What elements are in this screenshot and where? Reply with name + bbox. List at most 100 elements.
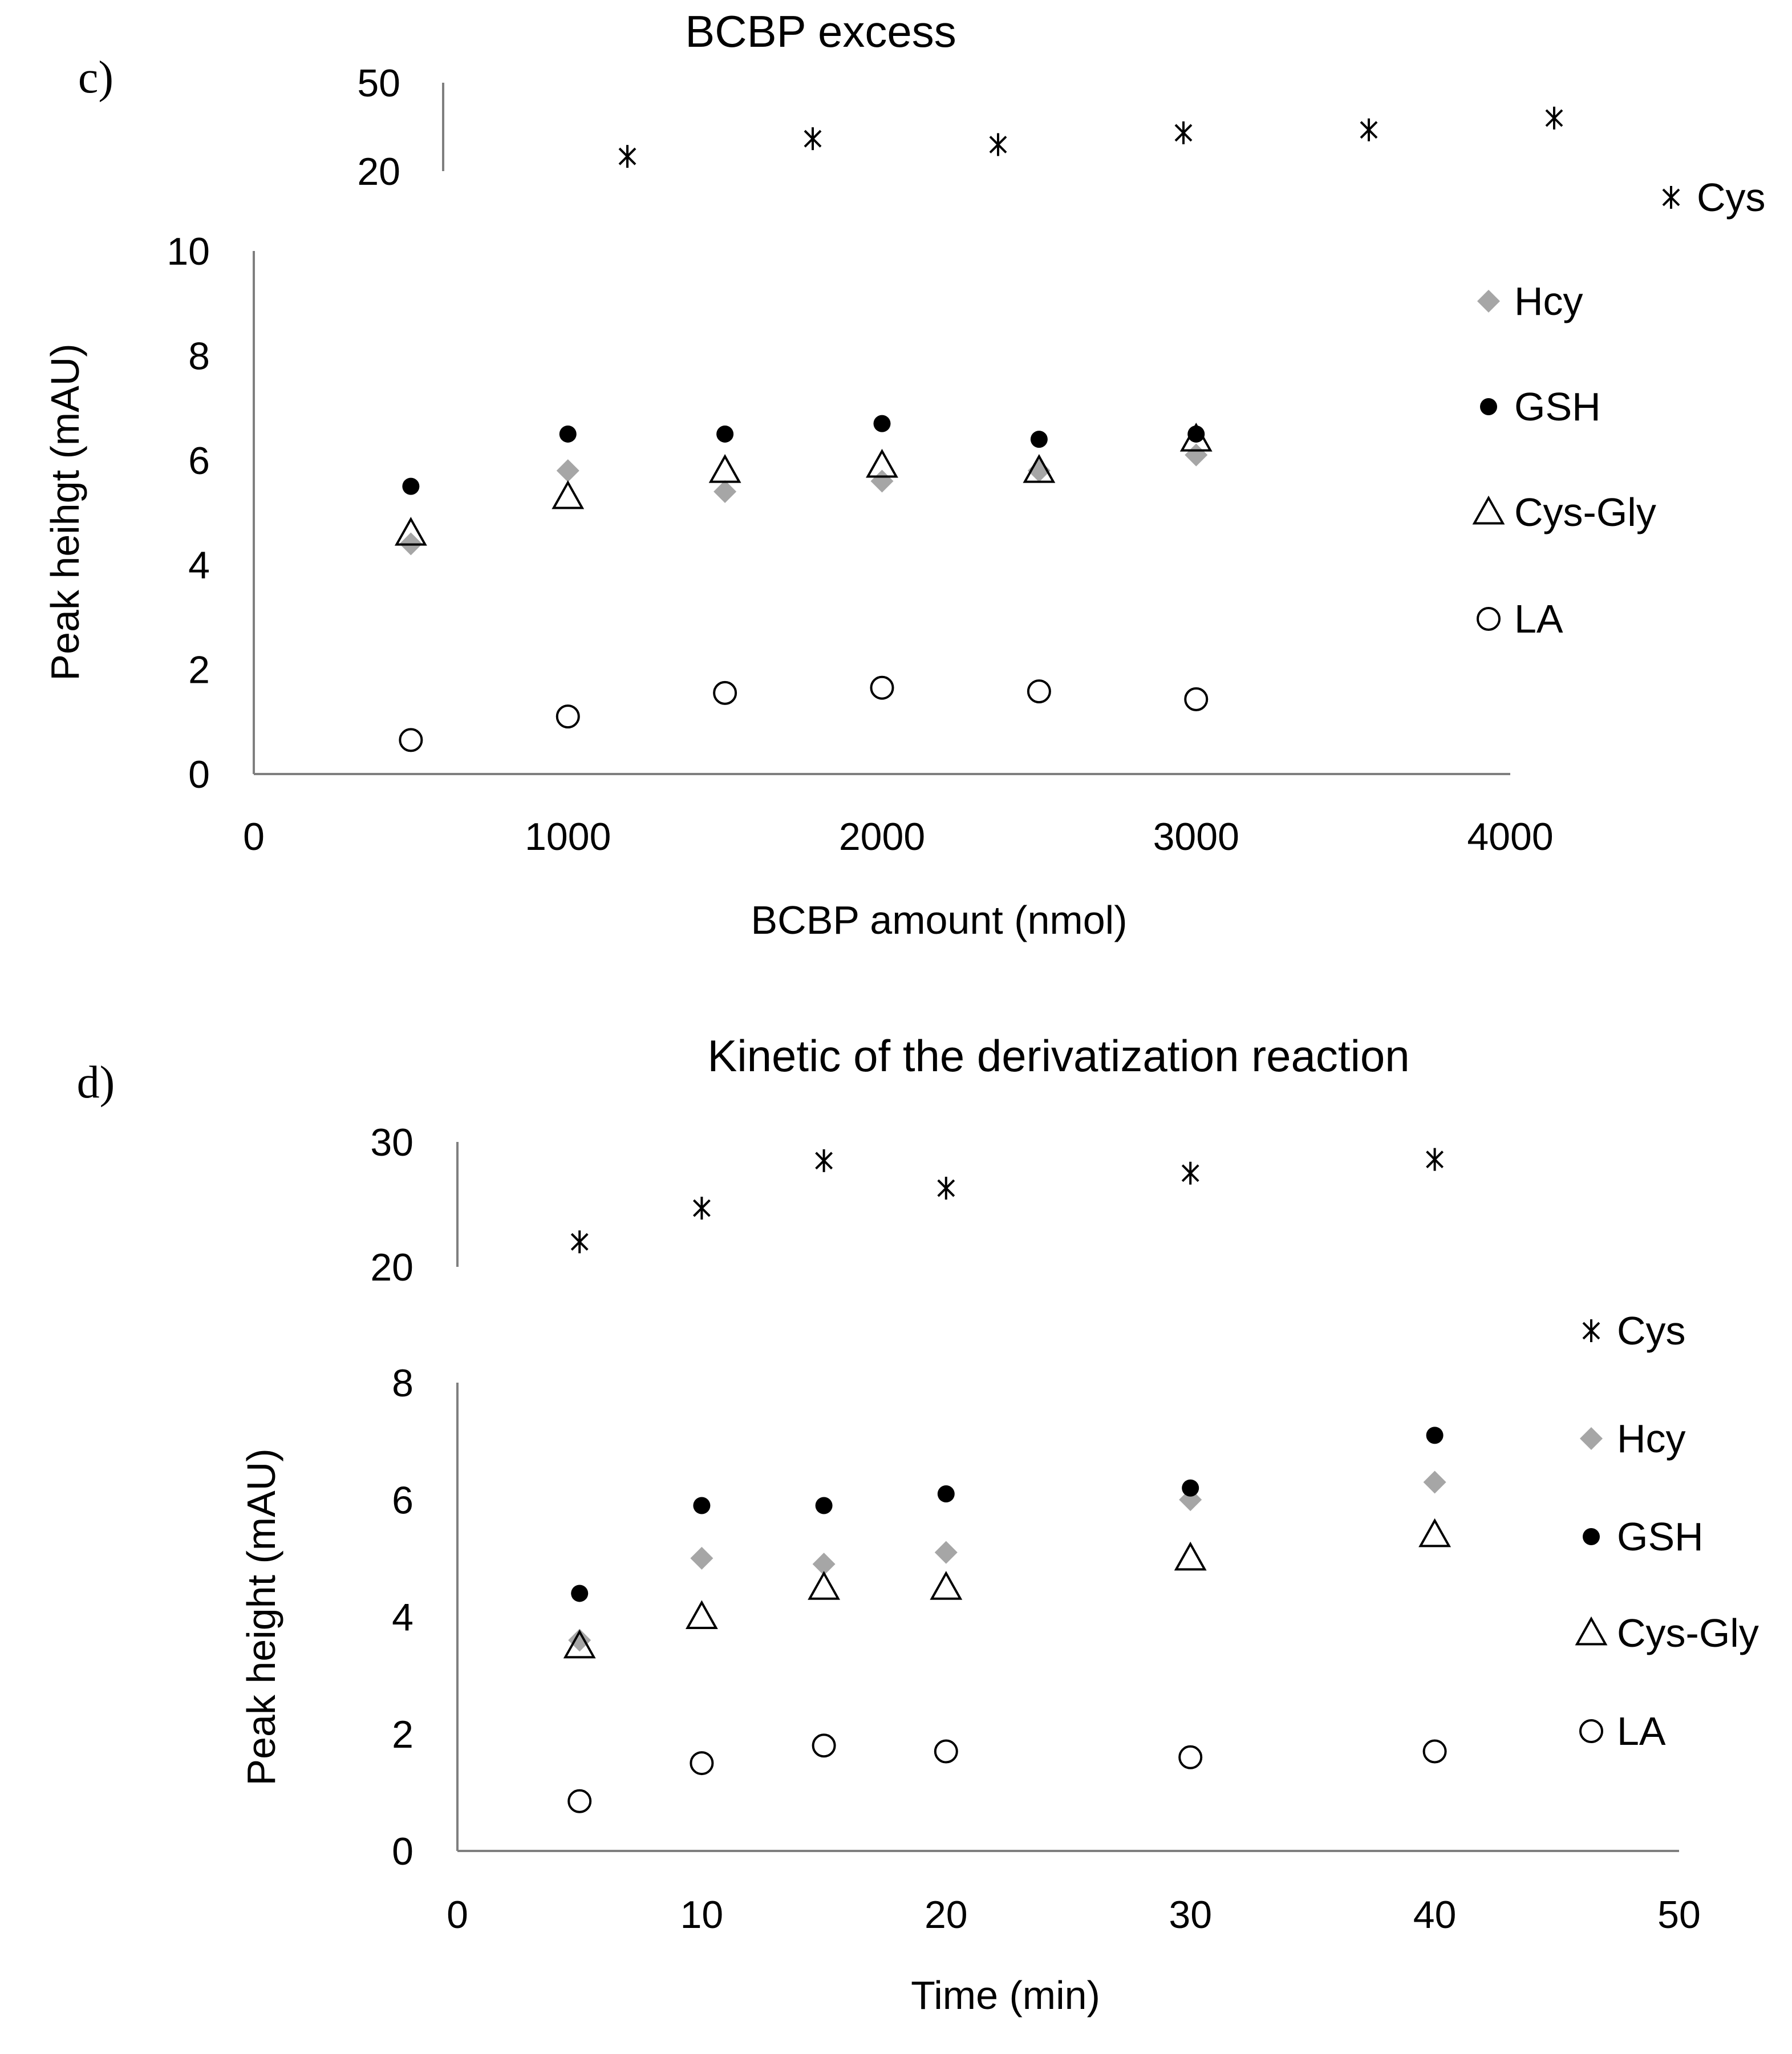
x-tick-label: 1000 <box>525 815 611 858</box>
point-gsh-1 <box>693 1497 711 1514</box>
y-tick-label-lower: 8 <box>188 334 210 378</box>
point-cys-4-stroke <box>1360 121 1378 139</box>
point-la-3 <box>934 1739 958 1764</box>
point-hcy-1 <box>690 1546 713 1570</box>
point-la-5 <box>1422 1739 1447 1764</box>
point-la-1 <box>556 704 580 729</box>
point-cys-4-stroke <box>1181 1164 1199 1182</box>
point-hcy-2 <box>713 480 737 503</box>
point-cysgly-3 <box>930 1571 963 1600</box>
x-tick-label: 10 <box>680 1893 724 1936</box>
point-gsh-3 <box>873 415 891 432</box>
x-axis-label: BCBP amount (nmol) <box>751 898 1127 942</box>
legend-label-cys: Cys <box>1697 175 1766 220</box>
point-cysgly-5 <box>1179 423 1213 452</box>
point-cys-5 <box>1426 1148 1444 1171</box>
point-cysgly-2 <box>708 454 741 483</box>
chart-title: Kinetic of the derivatization reaction <box>707 1031 1409 1081</box>
point-cys-1-stroke <box>692 1199 711 1217</box>
point-la-2 <box>812 1733 836 1758</box>
legend-marker-cys-stroke <box>1662 188 1680 206</box>
panel-label: c) <box>78 52 113 103</box>
point-cys-4 <box>1181 1161 1199 1185</box>
x-tick-label: 0 <box>243 815 265 858</box>
point-hcy-1 <box>556 459 579 483</box>
point-la-2 <box>713 680 737 705</box>
point-gsh-1 <box>559 425 577 443</box>
point-cys-1 <box>804 127 822 151</box>
y-axis-label: Peak heihgt (mAU) <box>43 343 87 680</box>
point-la-0 <box>399 728 423 752</box>
legend-marker-cysgly <box>1472 495 1505 525</box>
point-cys-0 <box>570 1230 589 1254</box>
point-gsh-0 <box>402 477 420 495</box>
legend-label-cys: Cys <box>1617 1308 1686 1353</box>
x-tick-label: 40 <box>1413 1893 1457 1936</box>
chart-title: BCBP excess <box>685 6 956 56</box>
point-cys-2 <box>989 133 1007 156</box>
point-cys-3-stroke <box>1174 124 1193 142</box>
x-tick-label: 30 <box>1169 1893 1212 1936</box>
point-cys-0 <box>618 145 636 168</box>
y-tick-label-lower: 0 <box>188 753 210 796</box>
point-cys-1-stroke <box>804 129 822 148</box>
y-tick-label-lower: 10 <box>167 230 210 273</box>
x-tick-label: 4000 <box>1467 815 1553 858</box>
y-tick-label-lower: 6 <box>392 1478 413 1522</box>
legend-label-hcy: Hcy <box>1617 1416 1686 1461</box>
point-cys-3 <box>937 1177 955 1200</box>
point-cys-1 <box>692 1197 711 1220</box>
point-gsh-5 <box>1187 425 1205 443</box>
y-tick-label-lower: 2 <box>392 1713 413 1756</box>
point-gsh-3 <box>937 1485 955 1502</box>
x-tick-label: 0 <box>447 1893 468 1936</box>
point-cysgly-1 <box>552 480 585 509</box>
point-cysgly-1 <box>685 1600 718 1629</box>
point-cysgly-3 <box>866 448 898 478</box>
point-gsh-2 <box>815 1497 833 1514</box>
point-hcy-3 <box>870 469 894 493</box>
point-gsh-2 <box>716 425 734 443</box>
point-la-3 <box>870 675 894 700</box>
legend-marker-hcy <box>1477 290 1500 313</box>
point-cys-2-stroke <box>989 136 1007 153</box>
point-hcy-0 <box>568 1628 591 1652</box>
point-la-1 <box>690 1751 714 1776</box>
point-la-5 <box>1184 687 1209 711</box>
legend-marker-gsh <box>1583 1528 1600 1545</box>
point-hcy-2 <box>812 1553 836 1576</box>
y-tick-label-lower: 4 <box>392 1596 413 1639</box>
y-tick-label-lower: 4 <box>188 544 210 587</box>
legend-marker-cys <box>1582 1319 1600 1342</box>
point-cysgly-5 <box>1418 1518 1452 1547</box>
point-cys-2-stroke <box>815 1152 833 1170</box>
point-cys-3 <box>1174 121 1193 144</box>
legend-label-la: LA <box>1514 597 1563 641</box>
y-axis-label: Peak height (mAU) <box>239 1448 283 1785</box>
panel-label: d) <box>77 1058 115 1108</box>
y-tick-label-upper: 20 <box>357 150 400 193</box>
point-cys-4 <box>1360 118 1378 141</box>
point-cys-5-stroke <box>1426 1150 1444 1169</box>
point-cysgly-2 <box>808 1571 841 1600</box>
legend-label-cysgly: Cys-Gly <box>1617 1611 1759 1655</box>
legend-marker-hcy <box>1580 1427 1603 1450</box>
point-la-4 <box>1027 679 1051 704</box>
legend-marker-gsh <box>1480 398 1497 415</box>
point-cys-2 <box>815 1149 833 1172</box>
y-tick-label-lower: 0 <box>392 1830 413 1873</box>
point-cys-0-stroke <box>618 147 636 165</box>
legend-label-cysgly: Cys-Gly <box>1514 490 1656 534</box>
point-cys-0-stroke <box>570 1233 589 1251</box>
point-la-4 <box>1178 1745 1203 1769</box>
legend-label-la: LA <box>1617 1709 1666 1753</box>
legend-label-gsh: GSH <box>1617 1514 1704 1559</box>
x-tick-label: 2000 <box>839 815 925 858</box>
point-cysgly-4 <box>1174 1541 1207 1571</box>
point-la-0 <box>567 1789 592 1813</box>
point-cysgly-0 <box>563 1629 596 1659</box>
point-gsh-4 <box>1182 1479 1199 1497</box>
point-cys-5-stroke <box>1545 109 1563 127</box>
legend-marker-cys <box>1662 186 1680 209</box>
